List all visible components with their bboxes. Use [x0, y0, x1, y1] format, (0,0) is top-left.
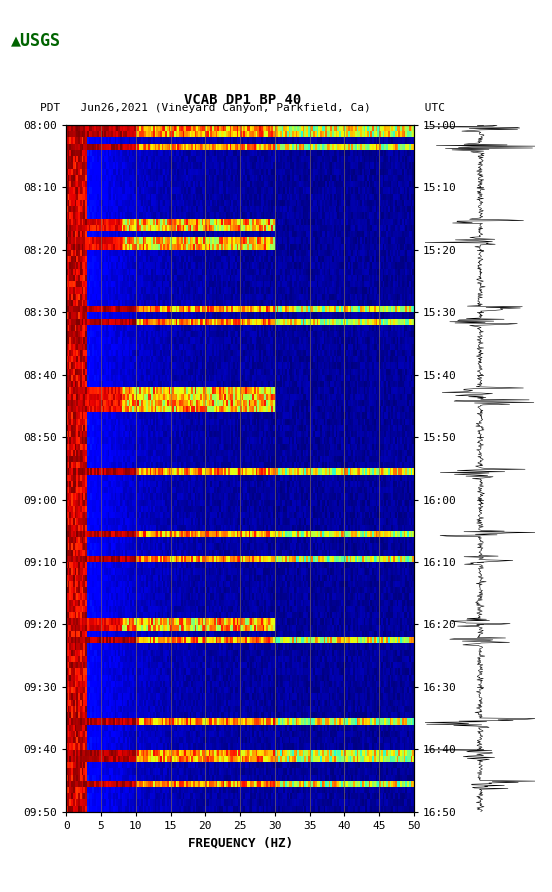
Text: VCAB DP1 BP 40: VCAB DP1 BP 40	[184, 93, 301, 107]
X-axis label: FREQUENCY (HZ): FREQUENCY (HZ)	[188, 837, 293, 849]
Text: PDT   Jun26,2021 (Vineyard Canyon, Parkfield, Ca)        UTC: PDT Jun26,2021 (Vineyard Canyon, Parkfie…	[40, 103, 445, 112]
Text: ▲USGS: ▲USGS	[11, 31, 61, 49]
